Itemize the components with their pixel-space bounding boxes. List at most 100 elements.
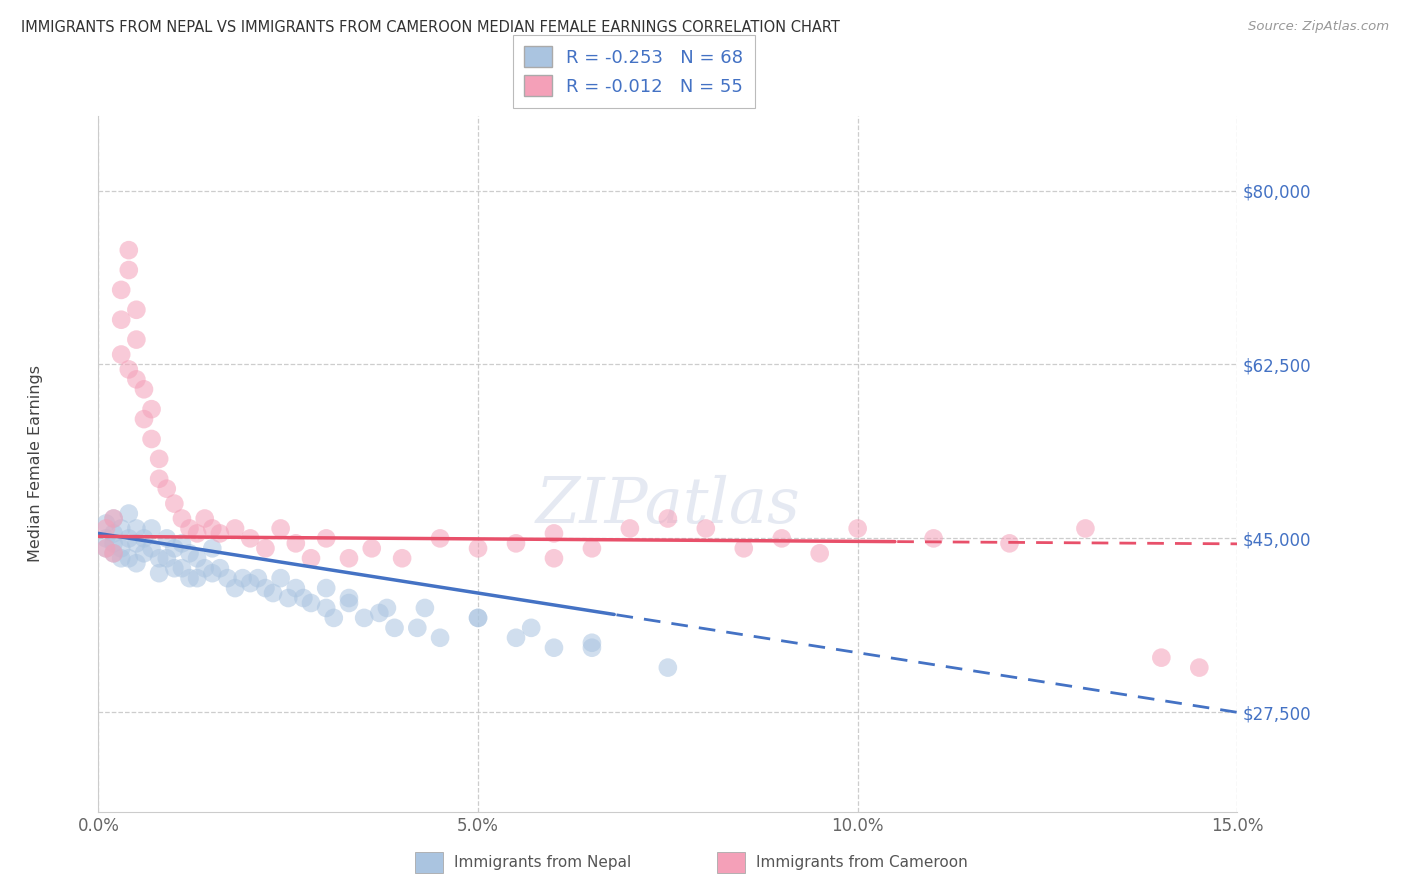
Point: [315, 601, 337, 615]
Point: [619, 521, 641, 535]
Point: [375, 601, 398, 615]
Point: [110, 312, 132, 326]
Point: [360, 541, 382, 556]
Point: [170, 536, 193, 550]
Point: [1074, 521, 1097, 535]
Point: [103, 511, 125, 525]
Point: [125, 372, 148, 386]
Point: [110, 521, 132, 535]
Point: [179, 546, 201, 560]
Point: [254, 541, 277, 556]
Point: [148, 566, 170, 581]
Point: [315, 581, 337, 595]
Point: [118, 243, 141, 257]
Point: [194, 511, 217, 525]
Point: [224, 521, 246, 535]
Point: [94, 541, 117, 556]
Point: [163, 497, 186, 511]
Point: [125, 556, 148, 570]
Point: [292, 591, 315, 605]
Point: [103, 511, 125, 525]
Point: [94, 532, 117, 546]
Point: [299, 551, 322, 566]
Point: [156, 482, 179, 496]
Point: [179, 571, 201, 585]
Point: [384, 621, 406, 635]
Point: [467, 541, 489, 556]
Point: [118, 507, 141, 521]
Point: [543, 526, 565, 541]
Point: [284, 536, 307, 550]
Point: [132, 382, 155, 396]
Point: [543, 551, 565, 566]
Point: [94, 516, 117, 531]
Point: [132, 412, 155, 426]
Point: [186, 551, 208, 566]
Point: [733, 541, 755, 556]
Point: [337, 596, 360, 610]
Text: Source: ZipAtlas.com: Source: ZipAtlas.com: [1249, 20, 1389, 33]
Point: [125, 333, 148, 347]
Point: [110, 347, 132, 361]
Point: [201, 541, 224, 556]
Point: [337, 591, 360, 605]
Point: [770, 532, 793, 546]
Point: [103, 546, 125, 560]
Point: [1188, 660, 1211, 674]
Point: [170, 511, 193, 525]
Point: [141, 541, 163, 556]
Point: [125, 536, 148, 550]
Point: [232, 571, 254, 585]
Point: [156, 551, 179, 566]
Point: [148, 551, 170, 566]
Point: [315, 532, 337, 546]
Point: [103, 536, 125, 550]
Point: [808, 546, 831, 560]
Point: [141, 521, 163, 535]
Point: [429, 532, 451, 546]
Point: [1150, 650, 1173, 665]
Point: [581, 636, 603, 650]
Point: [391, 551, 413, 566]
Point: [406, 621, 429, 635]
Point: [581, 541, 603, 556]
Point: [353, 611, 375, 625]
Point: [118, 263, 141, 277]
Point: [118, 362, 141, 376]
Point: [217, 571, 239, 585]
Point: [322, 611, 344, 625]
Point: [194, 561, 217, 575]
Text: IMMIGRANTS FROM NEPAL VS IMMIGRANTS FROM CAMEROON MEDIAN FEMALE EARNINGS CORRELA: IMMIGRANTS FROM NEPAL VS IMMIGRANTS FROM…: [21, 20, 839, 35]
Point: [118, 532, 141, 546]
Point: [998, 536, 1021, 550]
Point: [299, 596, 322, 610]
Point: [505, 536, 527, 550]
Point: [368, 606, 391, 620]
Point: [208, 526, 231, 541]
Point: [337, 551, 360, 566]
Point: [270, 571, 292, 585]
Point: [505, 631, 527, 645]
Point: [270, 521, 292, 535]
Legend: R = -0.253   N = 68, R = -0.012   N = 55: R = -0.253 N = 68, R = -0.012 N = 55: [513, 35, 755, 108]
Point: [156, 532, 179, 546]
Point: [581, 640, 603, 655]
Point: [103, 526, 125, 541]
Point: [110, 551, 132, 566]
Point: [141, 402, 163, 417]
Point: [429, 631, 451, 645]
Point: [254, 581, 277, 595]
Point: [543, 640, 565, 655]
Point: [520, 621, 543, 635]
Point: [94, 521, 117, 535]
Point: [132, 546, 155, 560]
Point: [695, 521, 717, 535]
Point: [141, 432, 163, 446]
Point: [118, 551, 141, 566]
Point: [467, 611, 489, 625]
Point: [284, 581, 307, 595]
Point: [413, 601, 436, 615]
Point: [239, 532, 262, 546]
Point: [125, 521, 148, 535]
Point: [148, 472, 170, 486]
